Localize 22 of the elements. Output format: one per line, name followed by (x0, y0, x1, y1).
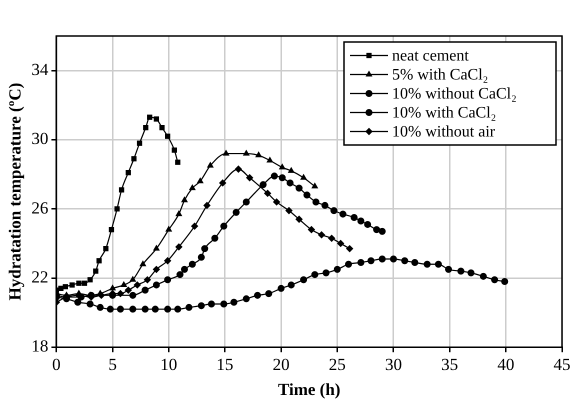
x-tick-label: 0 (52, 354, 61, 374)
y-axis-title: Hydratation temperature (ºC) (6, 82, 25, 300)
y-tick-label: 26 (31, 198, 48, 218)
x-tick-label: 5 (108, 354, 117, 374)
x-tick-label: 20 (272, 354, 290, 374)
y-tick-label: 18 (31, 336, 48, 356)
x-tick-label: 25 (328, 354, 346, 374)
x-tick-label: 40 (497, 354, 514, 374)
x-axis-title: Time (h) (278, 380, 340, 400)
legend-label: 10% without CaCl₂ (392, 86, 517, 103)
x-tick-label: 35 (441, 354, 458, 374)
x-tick-label: 15 (216, 354, 234, 374)
x-tick-label: 10 (160, 354, 178, 374)
x-tick-label: 30 (384, 354, 402, 374)
y-tick-label: 34 (31, 60, 49, 80)
legend-label: neat cement (392, 48, 470, 65)
y-tick-label: 30 (31, 129, 48, 148)
x-tick-label: 45 (554, 354, 570, 374)
y-tick-label: 22 (31, 268, 48, 287)
legend-label: 10% without air (392, 124, 496, 141)
legend-label: 5% with CaCl₂ (392, 66, 488, 84)
legend-label: 10% with CaCl₂ (392, 104, 496, 122)
